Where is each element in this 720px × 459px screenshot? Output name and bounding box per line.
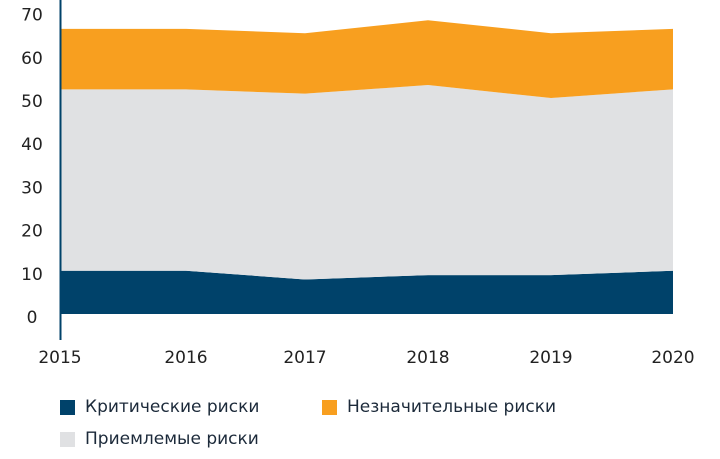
area-series-1 bbox=[60, 85, 673, 280]
y-tick-label: 50 bbox=[21, 92, 43, 112]
x-tick-label: 2018 bbox=[406, 348, 449, 368]
x-tick-label: 2020 bbox=[651, 348, 694, 368]
y-tick-label: 70 bbox=[21, 6, 43, 26]
x-tick-label: 2019 bbox=[529, 348, 572, 368]
legend-label-critical: Критические риски bbox=[85, 397, 260, 417]
y-tick-labels: 0 10 20 30 40 50 60 70 bbox=[21, 6, 43, 328]
y-tick-label: 10 bbox=[21, 265, 43, 285]
areas bbox=[60, 20, 673, 314]
y-tick-label: 60 bbox=[21, 49, 43, 69]
x-tick-label: 2017 bbox=[283, 348, 326, 368]
legend-item-minor: Незначительные риски bbox=[322, 397, 556, 417]
y-tick-label: 20 bbox=[21, 222, 43, 242]
x-tick-label: 2015 bbox=[38, 348, 81, 368]
area-series-0 bbox=[60, 270, 673, 314]
y-tick-label: 40 bbox=[21, 135, 43, 155]
legend-item-acceptable: Приемлемые риски bbox=[60, 429, 259, 449]
y-tick-label: 30 bbox=[21, 178, 43, 198]
legend-swatch-acceptable bbox=[60, 431, 75, 447]
legend-swatch-critical bbox=[60, 399, 75, 415]
x-tick-label: 2016 bbox=[164, 348, 207, 368]
legend-swatch-minor bbox=[322, 399, 337, 415]
legend-label-acceptable: Приемлемые риски bbox=[85, 429, 259, 449]
y-tick-label: 0 bbox=[27, 308, 38, 328]
legend-item-critical: Критические риски bbox=[60, 397, 259, 417]
legend-label-minor: Незначительные риски bbox=[347, 397, 557, 417]
area-series-2 bbox=[60, 20, 673, 99]
x-tick-labels: 2015 2016 2017 2018 2019 2020 bbox=[38, 348, 694, 368]
